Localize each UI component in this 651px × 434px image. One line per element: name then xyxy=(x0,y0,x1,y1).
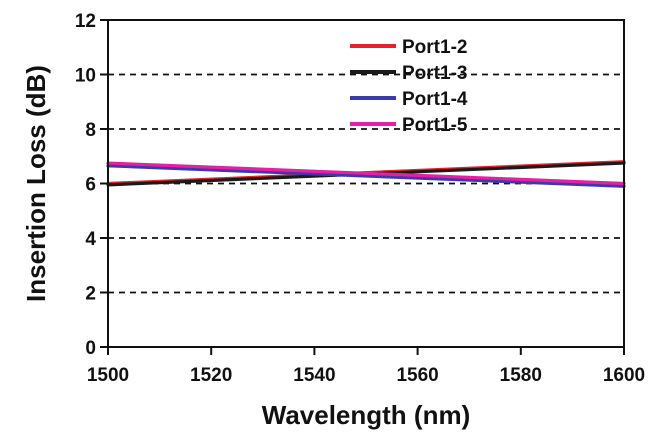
y-tick-label: 2 xyxy=(85,284,96,305)
legend-label: Port1-3 xyxy=(402,63,467,84)
x-tick-label: 1540 xyxy=(293,365,335,386)
y-tick-label: 12 xyxy=(75,11,96,32)
axis-ticks: 0 2 4 6 8 10 12 1500 1520 1540 1560 1580 1600 xyxy=(75,11,645,386)
series-line-port1-5 xyxy=(106,161,626,186)
x-tick-label: 1520 xyxy=(190,365,232,386)
series-lines xyxy=(106,160,626,188)
y-tick-label: 8 xyxy=(85,120,96,141)
legend-label: Port1-4 xyxy=(402,89,468,110)
legend: Port1-2 Port1-3 Port1-4 Port1-5 xyxy=(350,37,468,136)
y-tick-label: 4 xyxy=(85,229,96,250)
legend-label: Port1-2 xyxy=(402,37,467,58)
x-axis-title: Wavelength (nm) xyxy=(262,400,470,430)
y-tick-label: 6 xyxy=(85,175,96,196)
x-tick-label: 1580 xyxy=(500,365,542,386)
x-tick-label: 1500 xyxy=(87,365,129,386)
legend-label: Port1-5 xyxy=(402,115,468,136)
y-axis-title: Insertion Loss (dB) xyxy=(21,65,51,302)
series-line-port1-4 xyxy=(106,164,626,188)
x-tick-label: 1560 xyxy=(396,365,438,386)
x-tick-label: 1600 xyxy=(603,365,645,386)
y-tick-label: 10 xyxy=(75,66,96,87)
y-tick-label: 0 xyxy=(85,338,96,359)
